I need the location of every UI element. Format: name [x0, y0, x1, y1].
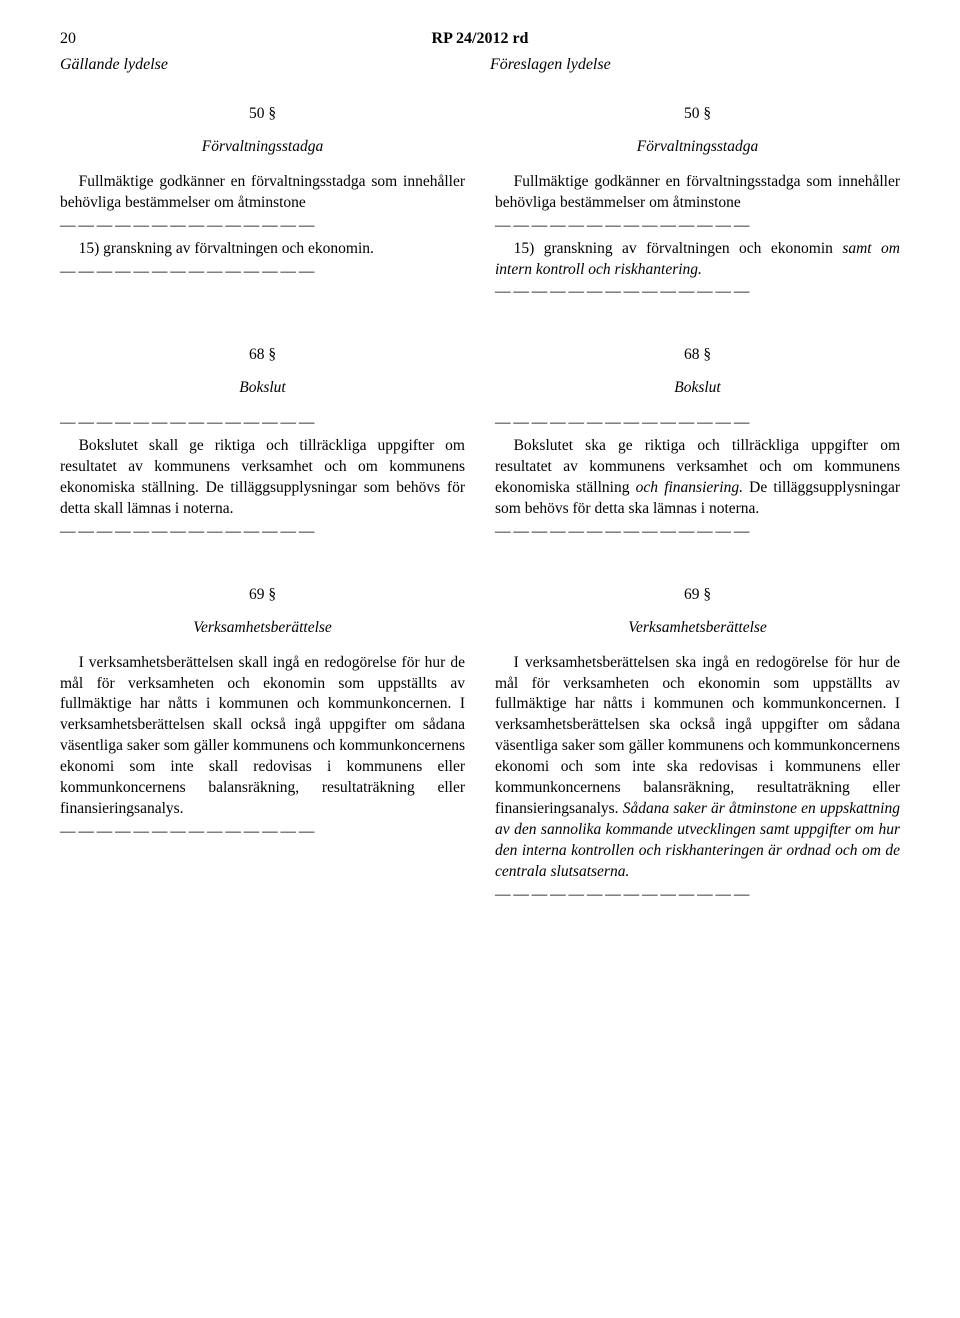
section-69-right-title: Verksamhetsberättelse — [495, 618, 900, 639]
section-68-left-num: 68 § — [60, 345, 465, 366]
section-68-right-p1b: och finansiering. — [636, 479, 743, 496]
section-50-right-title: Förvaltningsstadga — [495, 137, 900, 158]
section-50-right-dashes2: — — — — — — — — — — — — — — — [495, 282, 900, 303]
section-50-left-dashes2: — — — — — — — — — — — — — — — [60, 262, 465, 283]
section-69-right: 69 § Verksamhetsberättelse I verksamhets… — [495, 585, 900, 908]
section-68-left-p1: Bokslutet skall ge riktiga och tillräckl… — [60, 436, 465, 520]
section-68-left-dashes2: — — — — — — — — — — — — — — — [60, 522, 465, 543]
section-69-left-dashes1: — — — — — — — — — — — — — — — [60, 822, 465, 843]
section-50-left-dashes1: — — — — — — — — — — — — — — — [60, 216, 465, 237]
section-50-left-p2: 15) granskning av förvaltningen och ekon… — [60, 239, 465, 260]
section-50-right: 50 § Förvaltningsstadga Fullmäktige godk… — [495, 104, 900, 305]
section-50-left: 50 § Förvaltningsstadga Fullmäktige godk… — [60, 104, 465, 305]
right-column-header: Föreslagen lydelse — [470, 56, 900, 74]
section-50-right-dashes1: — — — — — — — — — — — — — — — [495, 216, 900, 237]
section-50-left-title: Förvaltningsstadga — [60, 137, 465, 158]
section-50-right-p2: 15) granskning av förvaltningen och ekon… — [495, 239, 900, 281]
left-column-header: Gällande lydelse — [60, 56, 470, 74]
section-68-left-title: Bokslut — [60, 378, 465, 399]
section-50-right-p1: Fullmäktige godkänner en förvaltningssta… — [495, 172, 900, 214]
column-headers: Gällande lydelse Föreslagen lydelse — [60, 56, 900, 74]
page-number: 20 — [60, 30, 76, 48]
section-68-left-dashes1: — — — — — — — — — — — — — — — [60, 413, 465, 434]
section-50-right-num: 50 § — [495, 104, 900, 125]
section-50-left-num: 50 § — [60, 104, 465, 125]
section-50: 50 § Förvaltningsstadga Fullmäktige godk… — [60, 104, 900, 305]
section-69-right-num: 69 § — [495, 585, 900, 606]
section-69-right-p1: I verksamhetsberättelsen ska ingå en red… — [495, 653, 900, 883]
section-69-left-title: Verksamhetsberättelse — [60, 618, 465, 639]
section-50-left-p1: Fullmäktige godkänner en förvaltningssta… — [60, 172, 465, 214]
section-68-right-dashes1: — — — — — — — — — — — — — — — [495, 413, 900, 434]
section-68: 68 § Bokslut — — — — — — — — — — — — — —… — [60, 345, 900, 544]
section-69-left-p1: I verksamhetsberättelsen skall ingå en r… — [60, 653, 465, 820]
section-68-right-num: 68 § — [495, 345, 900, 366]
section-68-right: 68 § Bokslut — — — — — — — — — — — — — —… — [495, 345, 900, 544]
section-50-right-p2-plain: 15) granskning av förvaltningen och ekon… — [514, 240, 843, 257]
section-69-left-num: 69 § — [60, 585, 465, 606]
section-68-right-p1: Bokslutet ska ge riktiga och tillräcklig… — [495, 436, 900, 520]
section-69: 69 § Verksamhetsberättelse I verksamhets… — [60, 585, 900, 908]
doc-reference: RP 24/2012 rd — [432, 30, 529, 48]
section-69-right-dashes1: — — — — — — — — — — — — — — — [495, 885, 900, 906]
page-header: 20 RP 24/2012 rd — [60, 30, 900, 48]
header-spacer — [896, 30, 900, 48]
section-68-right-dashes2: — — — — — — — — — — — — — — — [495, 522, 900, 543]
section-68-right-title: Bokslut — [495, 378, 900, 399]
section-69-right-p1a: I verksamhetsberättelsen ska ingå en red… — [495, 654, 900, 817]
section-69-left: 69 § Verksamhetsberättelse I verksamhets… — [60, 585, 465, 908]
section-68-left: 68 § Bokslut — — — — — — — — — — — — — —… — [60, 345, 465, 544]
